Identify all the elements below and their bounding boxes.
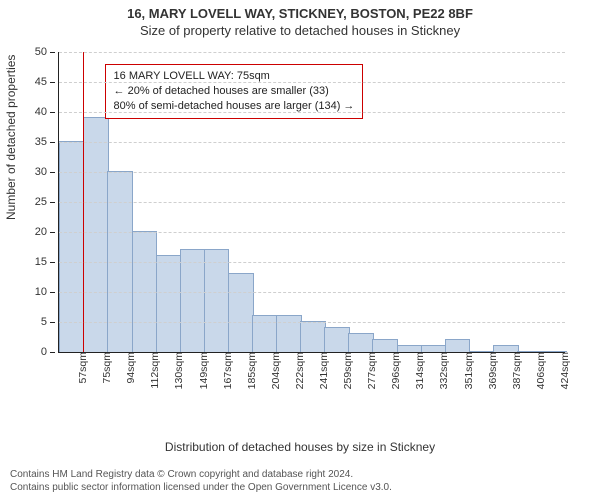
plot-region: 16 MARY LOVELL WAY: 75sqm← 20% of detach… (58, 52, 565, 353)
gridline-h (59, 82, 565, 83)
attribution-footer: Contains HM Land Registry data © Crown c… (10, 468, 392, 494)
x-tick-label: 332sqm (436, 352, 450, 389)
y-tick-label: 0 (41, 346, 59, 358)
histogram-bar (421, 345, 447, 352)
x-axis-label: Distribution of detached houses by size … (0, 440, 600, 454)
histogram-bar (493, 345, 519, 352)
y-axis-label: Number of detached properties (4, 55, 18, 220)
y-tick-label: 5 (41, 316, 59, 328)
histogram-bar (252, 315, 278, 352)
histogram-bar (348, 333, 374, 352)
y-tick-label: 45 (35, 76, 59, 88)
x-tick-label: 94sqm (123, 352, 137, 384)
y-tick-label: 15 (35, 256, 59, 268)
x-tick-label: 314sqm (412, 352, 426, 389)
x-tick-label: 241sqm (316, 352, 330, 389)
gridline-h (59, 172, 565, 173)
gridline-h (59, 322, 565, 323)
page-subtitle: Size of property relative to detached ho… (0, 21, 600, 38)
y-tick-label: 50 (35, 46, 59, 58)
x-tick-label: 277sqm (364, 352, 378, 389)
gridline-h (59, 232, 565, 233)
x-tick-label: 387sqm (509, 352, 523, 389)
histogram-bar (276, 315, 302, 352)
x-tick-label: 222sqm (292, 352, 306, 389)
histogram-bar (83, 117, 109, 352)
footer-line-1: Contains HM Land Registry data © Crown c… (10, 468, 392, 481)
y-tick-label: 40 (35, 106, 59, 118)
x-tick-label: 296sqm (388, 352, 402, 389)
x-tick-label: 369sqm (485, 352, 499, 389)
histogram-bar (300, 321, 326, 352)
histogram-bar (180, 249, 206, 352)
histogram-bar (324, 327, 350, 352)
x-tick-label: 351sqm (461, 352, 475, 389)
gridline-h (59, 52, 565, 53)
histogram-bar (228, 273, 254, 352)
x-tick-label: 406sqm (533, 352, 547, 389)
histogram-bar (445, 339, 471, 352)
histogram-bar (397, 345, 423, 352)
chart-area: 16 MARY LOVELL WAY: 75sqm← 20% of detach… (34, 42, 574, 412)
x-tick-label: 167sqm (220, 352, 234, 389)
gridline-h (59, 262, 565, 263)
x-tick-label: 112sqm (147, 352, 161, 389)
annotation-box: 16 MARY LOVELL WAY: 75sqm← 20% of detach… (105, 64, 364, 119)
gridline-h (59, 142, 565, 143)
footer-line-2: Contains public sector information licen… (10, 481, 392, 494)
histogram-bar (204, 249, 230, 352)
x-tick-label: 149sqm (196, 352, 210, 389)
x-tick-label: 75sqm (99, 352, 113, 384)
y-tick-label: 25 (35, 196, 59, 208)
y-tick-label: 30 (35, 166, 59, 178)
gridline-h (59, 112, 565, 113)
x-tick-label: 57sqm (75, 352, 89, 384)
y-tick-label: 10 (35, 286, 59, 298)
x-tick-label: 185sqm (244, 352, 258, 389)
histogram-bar (372, 339, 398, 352)
gridline-h (59, 202, 565, 203)
x-tick-label: 130sqm (171, 352, 185, 389)
y-tick-label: 20 (35, 226, 59, 238)
x-tick-label: 259sqm (340, 352, 354, 389)
x-tick-label: 204sqm (268, 352, 282, 389)
histogram-bar (156, 255, 182, 352)
y-tick-label: 35 (35, 136, 59, 148)
page-title: 16, MARY LOVELL WAY, STICKNEY, BOSTON, P… (0, 0, 600, 21)
x-tick-label: 424sqm (557, 352, 571, 389)
gridline-h (59, 292, 565, 293)
annotation-line: ← 20% of detached houses are smaller (33… (114, 84, 355, 99)
